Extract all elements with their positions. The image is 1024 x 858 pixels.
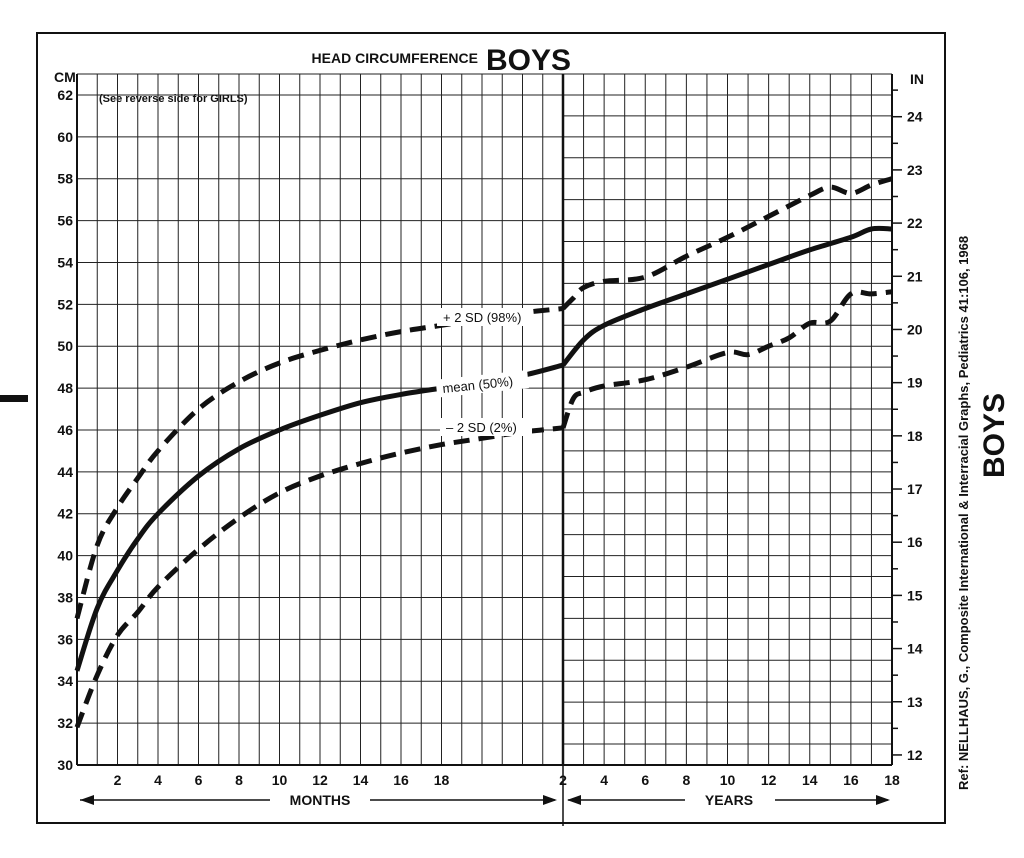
month-tick-label: 16 bbox=[393, 772, 409, 788]
inch-tick-label: 21 bbox=[907, 268, 923, 284]
cm-tick-label: 50 bbox=[57, 338, 73, 354]
series-2-years-line bbox=[560, 289, 893, 429]
cm-tick-label: 60 bbox=[57, 129, 73, 145]
months-axis-band: MONTHS bbox=[80, 790, 557, 810]
year-tick-label: 4 bbox=[600, 772, 608, 788]
month-tick-label: 10 bbox=[272, 772, 288, 788]
inch-tick-label: 19 bbox=[907, 375, 923, 391]
cm-tick-label: 38 bbox=[57, 589, 73, 605]
series-2-months-line bbox=[74, 425, 564, 729]
cm-tick-label: 58 bbox=[57, 171, 73, 187]
year-tick-label: 18 bbox=[884, 772, 900, 788]
side-title: BOYS bbox=[978, 393, 1011, 478]
left-unit-label: CM bbox=[54, 69, 76, 85]
inch-tick-label: 18 bbox=[907, 428, 923, 444]
curve-label-1: mean (50%) bbox=[442, 374, 514, 396]
cm-tick-label: 46 bbox=[57, 422, 73, 438]
cm-tick-label: 56 bbox=[57, 213, 73, 229]
month-tick-label: 12 bbox=[312, 772, 328, 788]
year-tick-label: 12 bbox=[761, 772, 777, 788]
cm-tick-label: 30 bbox=[57, 757, 73, 773]
year-tick-label: 16 bbox=[843, 772, 859, 788]
years-axis-band: YEARS bbox=[567, 790, 890, 810]
month-tick-label: 8 bbox=[235, 772, 243, 788]
inch-tick-label: 17 bbox=[907, 481, 923, 497]
cm-tick-label: 40 bbox=[57, 548, 73, 564]
year-tick-label: 6 bbox=[641, 772, 649, 788]
month-tick-label: 6 bbox=[195, 772, 203, 788]
series-1-years-line bbox=[561, 225, 893, 367]
cm-tick-label: 32 bbox=[57, 715, 73, 731]
inch-tick-label: 24 bbox=[907, 109, 923, 125]
inch-tick-label: 20 bbox=[907, 321, 923, 337]
series-0-years-line bbox=[561, 176, 893, 311]
chart-border bbox=[36, 32, 946, 824]
curve-labels: + 2 SD (98%) mean (50%) – 2 SD (2%) bbox=[435, 308, 532, 436]
inch-tick-label: 15 bbox=[907, 587, 923, 603]
margin-mark bbox=[0, 395, 28, 402]
inch-tick-label: 13 bbox=[907, 694, 923, 710]
reverse-side-note: (See reverse side for GIRLS) bbox=[99, 93, 248, 105]
cm-tick-label: 54 bbox=[57, 254, 73, 270]
curve-label-bg bbox=[440, 418, 532, 436]
cm-tick-label: 52 bbox=[57, 296, 73, 312]
cm-tick-label: 48 bbox=[57, 380, 73, 396]
years-axis-label: YEARS bbox=[705, 792, 753, 808]
chart-title: HEAD CIRCUMFERENCE bbox=[312, 50, 478, 66]
month-tick-label: 14 bbox=[353, 772, 369, 788]
curve-label-2: – 2 SD (2%) bbox=[446, 420, 517, 435]
year-tick-label: 10 bbox=[720, 772, 736, 788]
inch-tick-label: 12 bbox=[907, 747, 923, 763]
cm-tick-label: 34 bbox=[57, 673, 73, 689]
month-tick-label: 2 bbox=[114, 772, 122, 788]
month-tick-label: 4 bbox=[154, 772, 162, 788]
inch-tick-label: 23 bbox=[907, 162, 923, 178]
reference-citation: Ref: NELLHAUS, G., Composite Internation… bbox=[956, 236, 971, 790]
cm-tick-label: 62 bbox=[57, 87, 73, 103]
months-axis-label: MONTHS bbox=[290, 792, 351, 808]
cm-tick-label: 36 bbox=[57, 631, 73, 647]
right-unit-label: IN bbox=[910, 71, 924, 87]
cm-tick-label: 42 bbox=[57, 506, 73, 522]
month-tick-label: 18 bbox=[434, 772, 450, 788]
cm-tick-label: 44 bbox=[57, 464, 73, 480]
inch-tick-label: 16 bbox=[907, 534, 923, 550]
year-tick-label: 14 bbox=[802, 772, 818, 788]
year-tick-label: 8 bbox=[682, 772, 690, 788]
inch-tick-label: 22 bbox=[907, 215, 923, 231]
curve-label-bg bbox=[437, 308, 529, 326]
tick-labels: 3032343638404244464850525456586062121314… bbox=[57, 87, 922, 788]
curve-label-bg bbox=[435, 370, 529, 398]
chart-subtitle: BOYS bbox=[486, 44, 571, 77]
growth-curves bbox=[74, 176, 893, 729]
curve-label-0: + 2 SD (98%) bbox=[443, 310, 521, 325]
inch-tick-label: 14 bbox=[907, 641, 923, 657]
